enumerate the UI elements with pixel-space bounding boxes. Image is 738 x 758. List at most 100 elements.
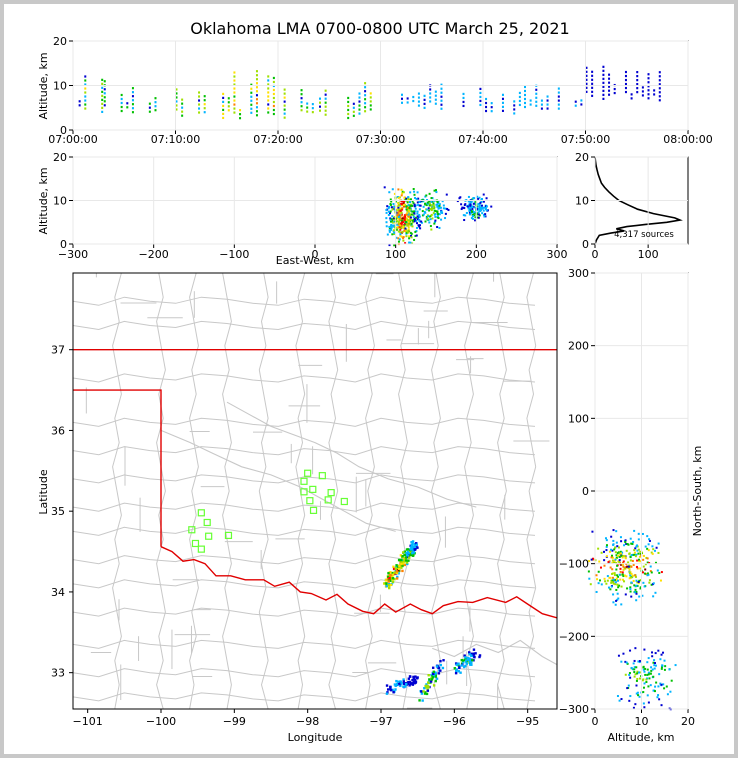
time-height-cell <box>401 97 403 100</box>
plan-view-cell <box>403 550 407 553</box>
north-south-cell <box>646 677 649 680</box>
east-west-cell <box>437 213 440 216</box>
east-west-cell <box>398 209 401 212</box>
north-south-cell <box>620 603 623 606</box>
east-west-cell <box>405 222 408 225</box>
north-south-cell <box>637 660 640 663</box>
north-south-cell <box>629 649 632 652</box>
north-south-cell <box>620 563 623 566</box>
time-height-cell <box>658 75 661 78</box>
north-south-cell <box>614 603 617 606</box>
plan-view-cell <box>414 548 417 551</box>
north-south-cell <box>605 582 608 585</box>
north-south-cell <box>591 557 594 560</box>
plan-view-cell <box>400 559 403 562</box>
time-height-cell <box>412 99 415 103</box>
time-height-cell <box>347 104 350 108</box>
time-height-cell <box>434 102 437 105</box>
east-west-cell <box>388 191 391 194</box>
east-west-cell <box>426 202 429 205</box>
east-west-cell <box>460 203 463 206</box>
north-south-cell <box>611 556 614 559</box>
north-south-cell <box>642 581 645 584</box>
plan-view-cell <box>460 658 463 662</box>
station-marker <box>300 488 308 496</box>
east-west-cell <box>461 206 464 209</box>
time-height-cell <box>608 93 611 96</box>
east-west-cell <box>398 214 401 217</box>
plan-view-cell <box>400 682 403 685</box>
time-height-cell <box>369 108 372 111</box>
east-west-cell <box>385 208 388 211</box>
time-height-cell <box>636 83 639 86</box>
east-west-cell <box>484 205 487 208</box>
east-west-cell <box>428 209 431 212</box>
east-west-cell <box>410 234 413 237</box>
east-west-cell <box>473 214 476 217</box>
north-south-cell <box>617 551 620 554</box>
plan-view-cell <box>387 580 390 583</box>
north-south-cell <box>629 695 632 698</box>
plan-view-cell <box>472 648 476 651</box>
east-west-cell <box>398 225 401 228</box>
north-south-cell <box>612 578 615 581</box>
east-west-cell <box>422 213 425 216</box>
altitude-tick-label: 0 <box>582 238 589 251</box>
north-south-cell <box>643 682 646 685</box>
station-marker <box>191 539 200 548</box>
east-west-cell <box>470 217 473 220</box>
east-west-cell <box>414 218 417 221</box>
east-west-cell <box>418 218 421 221</box>
north-south-cell <box>648 677 651 680</box>
east-west-cell <box>471 207 474 210</box>
north-south-cell <box>617 546 620 549</box>
time-height-cell <box>283 112 286 115</box>
time-height-cell <box>524 89 526 93</box>
county-line <box>112 273 122 709</box>
time-height-cell <box>233 99 236 102</box>
plan-view-cell <box>415 677 419 680</box>
east-west-cell <box>468 211 471 214</box>
east-west-cell <box>389 202 392 205</box>
east-west-cell <box>399 222 402 225</box>
time-height-cell <box>175 104 178 107</box>
east-west-cell <box>406 206 409 209</box>
county-line <box>73 526 536 536</box>
time-height-cell <box>608 81 611 84</box>
east-west-cell <box>465 211 468 214</box>
north-south-cell <box>646 574 649 577</box>
time-height-cell <box>203 103 206 106</box>
state-boundaries <box>73 349 557 619</box>
east-west-cell <box>420 220 423 223</box>
north-south-cell <box>638 661 641 664</box>
north-south-cell <box>603 564 606 567</box>
time-height-cell <box>131 107 134 110</box>
plan-view-cell <box>389 685 392 689</box>
plan-view-cell <box>473 655 476 659</box>
time-height-cell <box>267 75 270 78</box>
north-south-cell <box>616 552 619 555</box>
north-south-cell <box>613 572 616 575</box>
east-west-cell <box>462 214 465 217</box>
east-west-cell <box>414 234 417 237</box>
time-height-cell <box>250 99 253 102</box>
time-height-cell <box>636 71 639 74</box>
north-south-cell <box>628 699 631 702</box>
station-marker <box>306 497 314 505</box>
east-west-cell <box>402 227 405 230</box>
plan-view-cell <box>426 689 430 692</box>
time-height-cell <box>647 85 650 88</box>
north-south-cell <box>644 667 647 670</box>
east-west-ylabel: Altitude, km <box>37 167 50 234</box>
plan-view-cell <box>416 546 419 549</box>
north-south-cell <box>615 530 618 533</box>
north-south-cell <box>660 571 663 574</box>
east-west-cell <box>410 222 413 225</box>
plan-view-cell <box>432 670 435 674</box>
river-line <box>432 639 557 666</box>
plan-view-cell <box>392 573 395 576</box>
plan-view-cell <box>392 690 395 694</box>
time-height-cell <box>535 96 538 99</box>
north-south-cell <box>628 577 631 580</box>
time-height-cell <box>636 91 639 94</box>
